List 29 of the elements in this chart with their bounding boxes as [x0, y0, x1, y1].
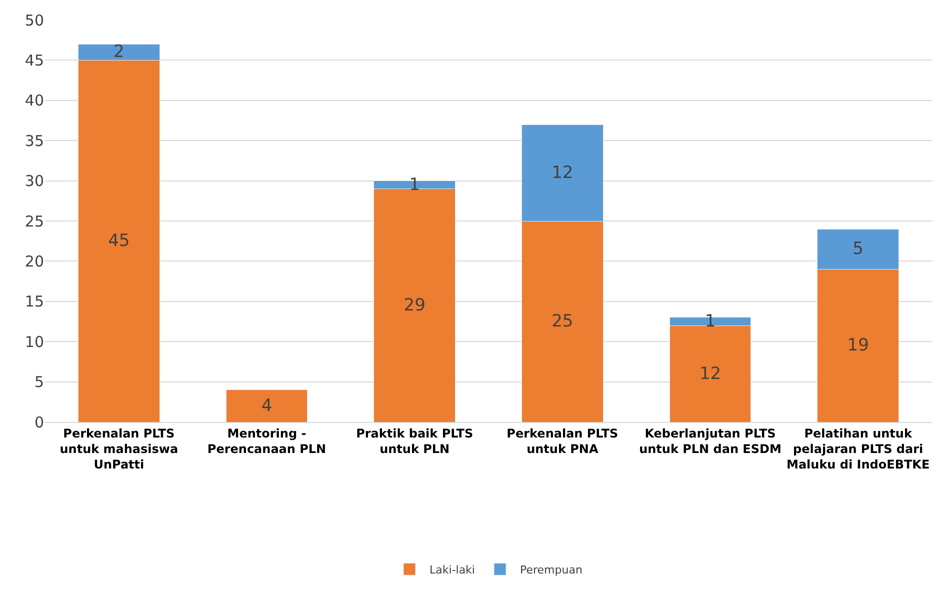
- data-label: 19: [847, 336, 869, 356]
- legend-label: Laki-laki: [430, 563, 475, 576]
- x-tick-label: Keberlanjutan PLTS untuk PLN dan ESDM: [639, 426, 782, 456]
- y-tick-label: 40: [24, 92, 44, 110]
- y-tick-label: 5: [34, 373, 44, 392]
- data-label: 5: [852, 239, 864, 260]
- data-label: 2: [114, 42, 124, 62]
- bar: [226, 390, 308, 422]
- data-label: 29: [404, 295, 426, 316]
- data-label: 12: [552, 162, 574, 183]
- x-tick-label: Praktik baik PLTS untuk PLN: [356, 426, 474, 456]
- y-tick-label: 45: [24, 51, 44, 70]
- data-label: 4: [261, 396, 272, 416]
- data-label: 25: [552, 312, 574, 332]
- data-label: 45: [108, 231, 130, 252]
- y-tick-label: 25: [24, 212, 44, 230]
- y-tick-label: 15: [24, 292, 44, 311]
- y-tick-label: 35: [24, 132, 44, 150]
- x-tick-label: Mentoring - Perencanaan PLN: [207, 426, 326, 456]
- data-label: 12: [699, 364, 722, 384]
- x-tick-label: Perkenalan PLTS untuk mahasiswa UnPatti: [60, 426, 178, 472]
- y-tick-label: 0: [34, 413, 44, 432]
- x-tick-label: Perkenalan PLTS untuk PNA: [506, 426, 618, 456]
- y-tick-label: 10: [24, 332, 44, 351]
- y-tick-label: 20: [24, 252, 44, 270]
- legend-label: Perempuan: [520, 563, 582, 576]
- y-tick-label: 30: [24, 172, 44, 190]
- y-tick-label: 50: [24, 11, 44, 30]
- x-tick-label: Pelatihan untuk pelajaran PLTS dari Maluku di IndoEBTKE: [786, 426, 930, 472]
